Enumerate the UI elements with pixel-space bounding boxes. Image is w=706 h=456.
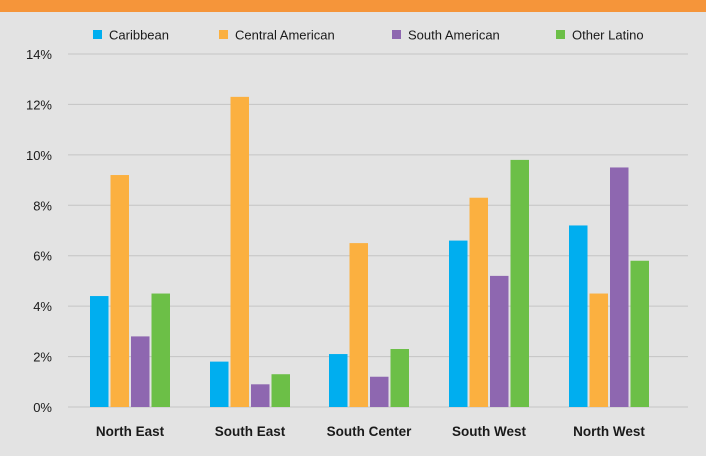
x-category-label: South East (215, 424, 286, 439)
x-category-label: North East (96, 424, 165, 439)
y-tick-label: 12% (26, 97, 52, 112)
y-axis-ticks: 0% 2% 4% 6% 8% 10% 12% 14% (26, 47, 52, 415)
y-tick-label: 6% (33, 249, 52, 264)
legend-swatch (556, 30, 565, 39)
bar-south-american (610, 167, 629, 407)
y-tick-label: 14% (26, 47, 52, 62)
legend-label: South American (408, 28, 500, 43)
legend-swatch (93, 30, 102, 39)
bar-central-american (589, 293, 608, 407)
y-tick-label: 4% (33, 299, 52, 314)
legend-swatch (219, 30, 228, 39)
bar-other-latino (630, 260, 649, 407)
bar-other-latino (390, 349, 409, 407)
bars (90, 96, 649, 407)
x-category-label: South Center (327, 424, 412, 439)
bar-caribbean (90, 296, 109, 407)
bar-caribbean (329, 354, 348, 407)
bar-other-latino (510, 159, 529, 407)
bar-caribbean (449, 240, 468, 407)
bar-caribbean (569, 225, 588, 407)
bar-other-latino (271, 374, 290, 407)
bar-other-latino (151, 293, 170, 407)
bar-central-american (349, 243, 368, 407)
bar-caribbean (210, 361, 229, 407)
bar-south-american (490, 275, 509, 407)
y-tick-label: 10% (26, 148, 52, 163)
bar-central-american (230, 96, 249, 407)
bar-south-american (251, 384, 270, 407)
x-category-label: North West (573, 424, 645, 439)
legend-swatch (392, 30, 401, 39)
y-tick-label: 2% (33, 350, 52, 365)
bar-central-american (110, 175, 129, 407)
bar-south-american (131, 336, 150, 407)
legend-label: Caribbean (109, 28, 169, 43)
bar-central-american (469, 197, 488, 407)
x-axis-categories: North East South East South Center South We… (96, 424, 646, 439)
legend-label: Central American (235, 28, 335, 43)
bar-south-american (370, 376, 389, 407)
top-accent-bar (0, 0, 706, 12)
legend: Caribbean Central American South American O… (93, 28, 644, 43)
y-tick-label: 8% (33, 198, 52, 213)
x-category-label: South West (452, 424, 527, 439)
y-tick-label: 0% (33, 400, 52, 415)
legend-label: Other Latino (572, 28, 644, 43)
